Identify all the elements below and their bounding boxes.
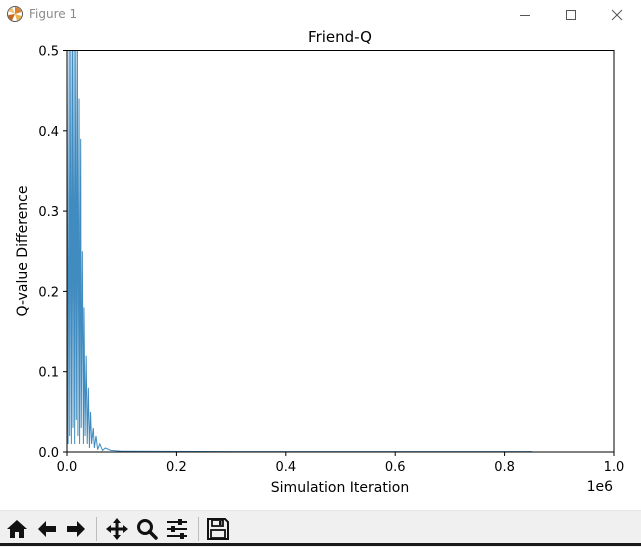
x-axis: 0.0 0.2 0.4 0.6 0.8 1.0 [57, 452, 625, 475]
series-group [67, 50, 532, 452]
maximize-button[interactable] [548, 0, 594, 29]
toolbar-separator [96, 517, 97, 541]
sliders-icon [167, 519, 187, 539]
arrow-right-icon [67, 521, 85, 537]
save-button[interactable] [204, 515, 232, 543]
navigation-toolbar [0, 510, 641, 547]
chart-title: Friend-Q [308, 29, 372, 46]
forward-button[interactable] [62, 515, 90, 543]
y-tick-label: 0.3 [38, 205, 59, 220]
zoom-button[interactable] [133, 515, 161, 543]
y-tick-label: 0.4 [38, 125, 59, 140]
move-icon [106, 518, 128, 540]
close-button[interactable] [594, 0, 640, 29]
y-tick-label: 0.5 [38, 45, 59, 60]
y-tick-label: 0.2 [38, 285, 59, 300]
x-tick-label: 0.0 [57, 460, 78, 475]
x-tick-label: 0.6 [385, 460, 406, 475]
x-tick-label: 0.2 [166, 460, 187, 475]
y-axis-label: Q-value Difference [15, 186, 31, 317]
x-axis-label: Simulation Iteration [271, 480, 409, 496]
y-tick-label: 0.0 [38, 446, 59, 461]
close-icon [611, 9, 623, 20]
x-tick-label: 0.8 [494, 460, 515, 475]
figure-canvas[interactable]: Friend-Q 0.0 0.2 0.4 0.6 0.8 1.0 0.0 0.1 0.2 0.3… [0, 29, 641, 510]
configure-subplots-button[interactable] [163, 515, 191, 543]
home-icon [7, 520, 27, 538]
y-axis: 0.0 0.1 0.2 0.3 0.4 0.5 [38, 45, 67, 461]
minimize-icon [520, 14, 530, 16]
x-tick-label: 1.0 [604, 460, 625, 475]
floppy-disk-icon [207, 518, 229, 540]
maximize-icon [566, 9, 576, 20]
series-line [67, 50, 532, 452]
pan-button[interactable] [103, 515, 131, 543]
x-tick-label: 0.4 [275, 460, 296, 475]
home-button[interactable] [3, 515, 31, 543]
line-chart: Friend-Q 0.0 0.2 0.4 0.6 0.8 1.0 0.0 0.1 0.2 0.3… [15, 29, 625, 496]
magnifier-icon [137, 519, 158, 540]
back-button[interactable] [33, 515, 61, 543]
matplotlib-icon [7, 6, 23, 22]
window-title: Figure 1 [29, 7, 78, 21]
x-offset-text: 1e6 [587, 479, 614, 495]
window-border [0, 543, 641, 546]
y-tick-label: 0.1 [38, 366, 59, 381]
minimize-button[interactable] [502, 0, 548, 29]
axes-frame [66, 50, 615, 453]
title-bar[interactable]: Figure 1 [0, 0, 641, 29]
toolbar-separator [198, 517, 199, 541]
arrow-left-icon [38, 521, 56, 537]
